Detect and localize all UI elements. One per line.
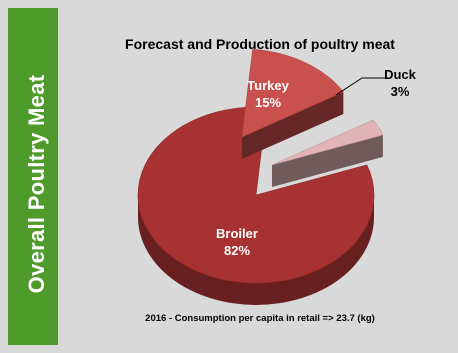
data-label-broiler-value: 82% [224, 243, 250, 258]
chart-title: Forecast and Production of poultry meat [125, 36, 395, 52]
duck-leader-line [335, 77, 386, 96]
pie-side-broiler [138, 195, 374, 305]
pie-slice-broiler [137, 106, 375, 284]
data-label-turkey-name: Turkey [247, 78, 289, 93]
data-label-duck-name: Duck [384, 67, 417, 82]
data-label-broiler-name: Broiler [216, 226, 258, 241]
pie-slice-turkey [241, 49, 344, 138]
sidebar-banner: Overall Poultry Meat [8, 8, 58, 345]
pie-cut-duck-1 [272, 134, 383, 187]
data-label-duck-value: 3% [391, 84, 410, 99]
data-label-turkey-value: 15% [255, 95, 281, 110]
chart-footnote: 2016 - Consumption per capita in retail … [145, 313, 375, 324]
pie-slice-duck [271, 119, 384, 166]
pie-cut-turkey-1 [242, 91, 344, 159]
